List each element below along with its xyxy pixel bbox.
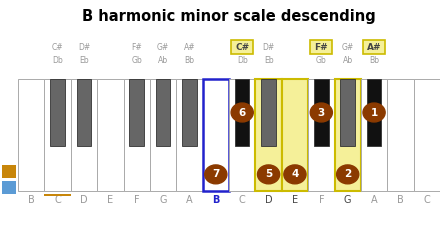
Text: F: F	[319, 195, 324, 205]
Text: A#: A#	[367, 43, 381, 52]
Text: 2: 2	[344, 169, 351, 179]
Text: B harmonic minor scale descending: B harmonic minor scale descending	[82, 9, 376, 24]
Bar	[261, 79, 276, 146]
Text: D#: D#	[262, 43, 275, 52]
Text: 6: 6	[238, 108, 246, 117]
Text: D: D	[80, 195, 88, 205]
Bar	[50, 79, 65, 146]
Text: D#: D#	[78, 43, 90, 52]
Bar	[231, 40, 253, 54]
Bar	[308, 79, 334, 191]
Circle shape	[231, 103, 253, 122]
Text: C#: C#	[52, 43, 63, 52]
Text: G: G	[159, 195, 167, 205]
Text: E: E	[107, 195, 114, 205]
Text: A: A	[186, 195, 193, 205]
Bar	[2, 165, 16, 178]
Text: G#: G#	[157, 43, 169, 52]
Text: D: D	[265, 195, 272, 205]
Text: Eb: Eb	[264, 56, 273, 65]
Bar	[44, 194, 71, 196]
Text: B: B	[212, 195, 220, 205]
Circle shape	[337, 165, 359, 184]
Text: Ab: Ab	[343, 56, 353, 65]
Text: Ab: Ab	[158, 56, 168, 65]
Bar	[314, 79, 329, 146]
Text: A#: A#	[183, 43, 195, 52]
Bar	[255, 79, 282, 191]
Text: C#: C#	[235, 43, 249, 52]
Bar	[282, 79, 308, 191]
Bar	[235, 79, 249, 146]
Text: B: B	[397, 195, 404, 205]
Bar	[18, 79, 44, 191]
Text: Db: Db	[237, 56, 248, 65]
Text: Eb: Eb	[79, 56, 89, 65]
Bar	[361, 79, 387, 191]
Text: F#: F#	[131, 43, 142, 52]
Circle shape	[310, 103, 332, 122]
Text: E: E	[292, 195, 298, 205]
Bar	[156, 79, 170, 146]
Circle shape	[205, 165, 227, 184]
Text: Bb: Bb	[184, 56, 194, 65]
Text: A: A	[371, 195, 378, 205]
Bar	[387, 79, 414, 191]
Bar	[229, 79, 255, 191]
Text: F: F	[134, 195, 139, 205]
Text: C: C	[54, 195, 61, 205]
Bar	[176, 79, 203, 191]
Bar	[334, 79, 361, 191]
Bar	[367, 79, 381, 146]
Bar	[71, 79, 97, 191]
Bar	[203, 79, 229, 191]
Text: F#: F#	[315, 43, 328, 52]
Text: Gb: Gb	[131, 56, 142, 65]
Text: G#: G#	[341, 43, 354, 52]
Bar	[77, 79, 91, 146]
Bar	[311, 40, 332, 54]
Text: 7: 7	[212, 169, 220, 179]
Text: B: B	[28, 195, 35, 205]
Text: C: C	[423, 195, 430, 205]
Bar	[124, 79, 150, 191]
Bar	[44, 79, 71, 191]
Bar	[97, 79, 124, 191]
Circle shape	[363, 103, 385, 122]
Text: G: G	[344, 195, 352, 205]
Text: Bb: Bb	[369, 56, 379, 65]
Text: 5: 5	[265, 169, 272, 179]
Bar	[341, 79, 355, 146]
Text: Db: Db	[52, 56, 63, 65]
Text: 4: 4	[291, 169, 299, 179]
Bar	[363, 40, 385, 54]
Text: Gb: Gb	[316, 56, 326, 65]
Bar	[150, 79, 176, 191]
Circle shape	[284, 165, 306, 184]
Text: 3: 3	[318, 108, 325, 117]
Text: 1: 1	[370, 108, 378, 117]
Text: C: C	[239, 195, 246, 205]
Bar	[129, 79, 144, 146]
Bar	[182, 79, 197, 146]
Text: basicmusictheory.com: basicmusictheory.com	[7, 73, 11, 143]
Bar	[414, 79, 440, 191]
Bar	[2, 181, 16, 194]
Circle shape	[257, 165, 280, 184]
